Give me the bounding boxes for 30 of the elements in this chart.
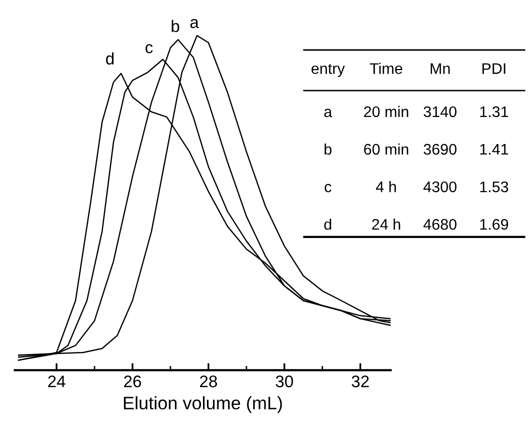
annotation: 60 min: [364, 143, 408, 155]
text: 1.69: [480, 218, 508, 230]
x-axis-title: Elution volume (mL): [124, 396, 282, 413]
x-tick-label: 28: [200, 376, 217, 388]
x-tick-label: 24: [48, 376, 66, 388]
text: 3140: [424, 106, 456, 118]
series-label: a: [190, 19, 199, 28]
annotation: b: [324, 143, 332, 155]
x-tick-label: 26: [124, 376, 142, 388]
annotation: a: [324, 108, 332, 118]
text: 1.31: [480, 106, 508, 118]
series-label: d: [106, 52, 114, 65]
annotation: 24 h: [372, 218, 400, 230]
annotation: 20 min: [364, 106, 408, 118]
annotation: c: [324, 184, 332, 192]
text: 1.53: [480, 181, 508, 192]
x-tick-label: 30: [276, 376, 294, 388]
series-label: b: [172, 20, 180, 32]
annotation: entry: [312, 64, 345, 77]
text: 3690: [424, 144, 456, 155]
text: 4300: [423, 181, 456, 192]
text: 1.41: [480, 144, 508, 155]
text: PDI: [482, 63, 506, 74]
text: 4680: [423, 218, 456, 230]
annotation: Time: [370, 62, 402, 74]
x-tick-label: 32: [352, 376, 369, 388]
series-label: c: [146, 44, 153, 54]
text: Mn: [430, 63, 450, 74]
annotation: d: [324, 218, 332, 230]
annotation: 4 h: [376, 181, 396, 192]
